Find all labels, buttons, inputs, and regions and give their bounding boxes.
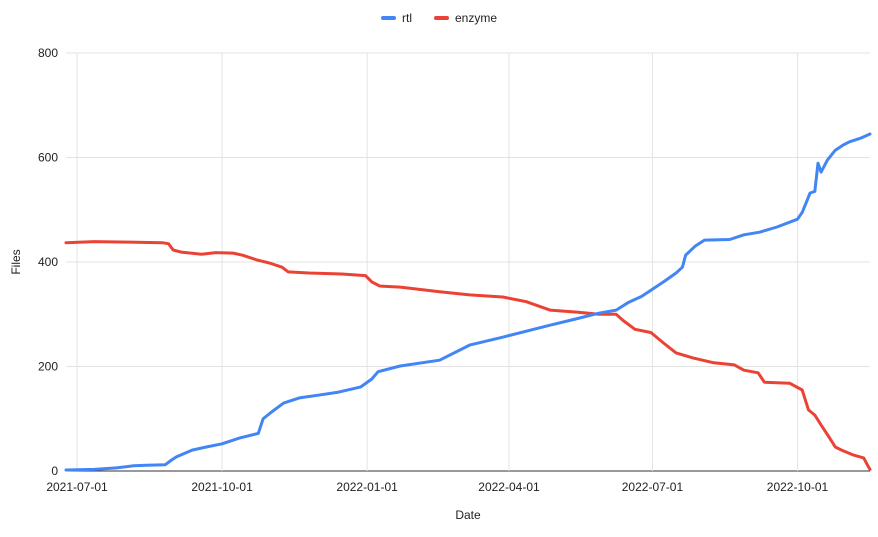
x-tick-label: 2021-10-01: [191, 480, 253, 494]
x-tick-label: 2021-07-01: [46, 480, 108, 494]
y-tick-label: 600: [38, 151, 58, 165]
x-tick-label: 2022-07-01: [622, 480, 684, 494]
y-tick-label: 800: [38, 46, 58, 60]
y-tick-label: 0: [51, 464, 58, 478]
series-line-enzyme: [64, 240, 872, 471]
x-tick-label: 2022-01-01: [336, 480, 398, 494]
legend-swatch-enzyme: [433, 16, 449, 20]
legend-label-enzyme: enzyme: [454, 11, 498, 25]
legend-label-rtl: rtl: [401, 11, 412, 25]
chart-legend: rtl enzyme: [0, 11, 878, 25]
x-axis-title: Date: [455, 508, 481, 522]
x-tick-label: 2022-10-01: [767, 480, 829, 494]
legend-item-rtl: rtl: [380, 11, 412, 25]
legend-item-enzyme: enzyme: [433, 11, 498, 25]
series-line-rtl: [64, 132, 872, 472]
legend-swatch-rtl: [380, 16, 396, 20]
x-tick-label: 2022-04-01: [478, 480, 540, 494]
y-tick-label: 200: [38, 360, 58, 374]
y-tick-label: 400: [38, 255, 58, 269]
